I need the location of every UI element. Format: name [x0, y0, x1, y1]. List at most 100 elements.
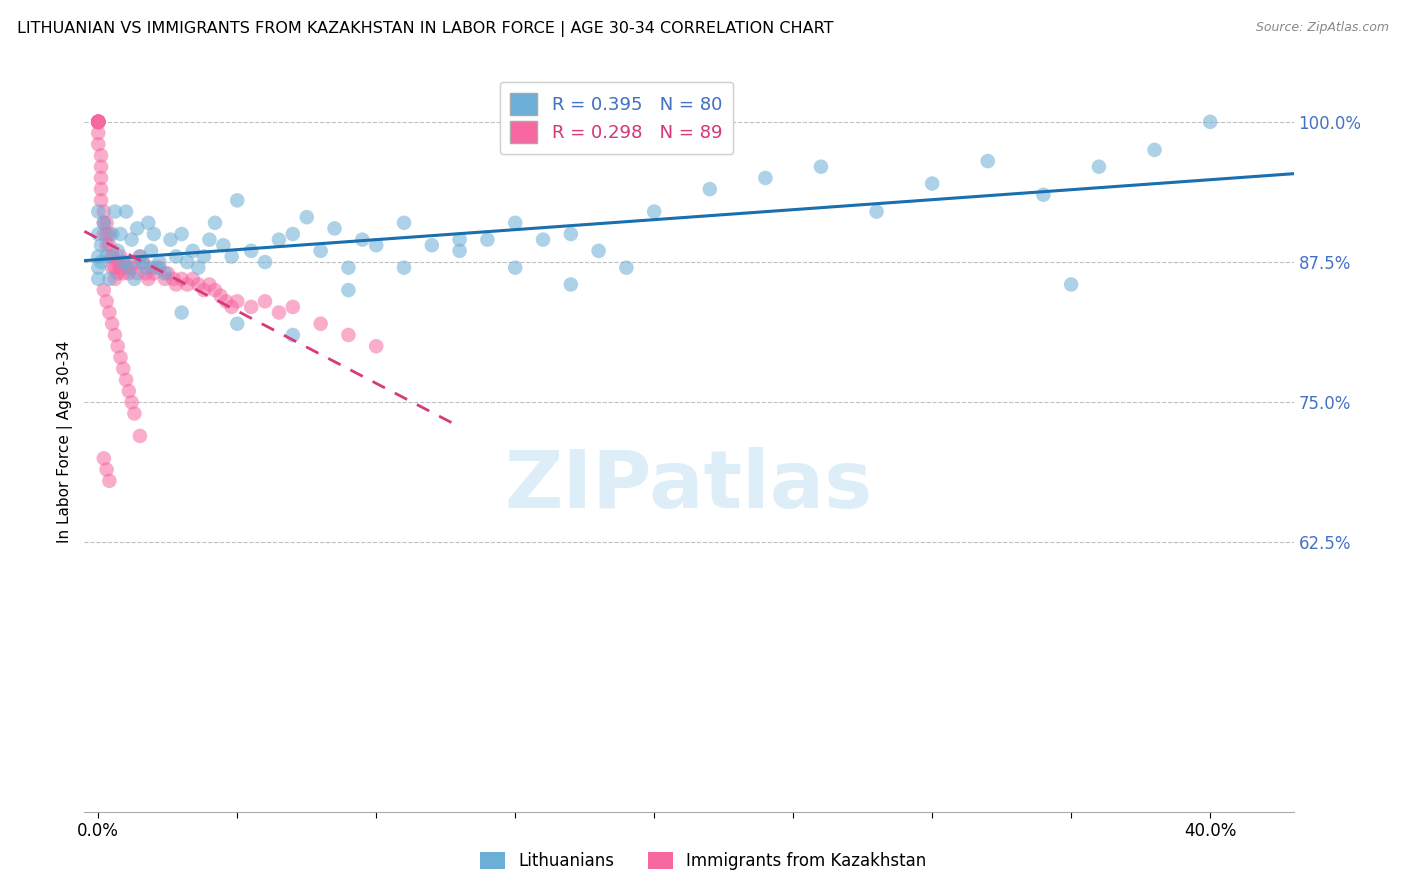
Point [107, 266, 129, 280]
Point [209, 289, 232, 303]
Point [129, 249, 152, 264]
Point [118, 260, 141, 275]
Point [93, 227, 115, 241]
Point [124, 407, 146, 421]
Point [101, 249, 124, 264]
Point [204, 283, 226, 297]
Point [136, 216, 159, 230]
Point [87, 272, 110, 286]
Point [254, 294, 277, 309]
Point [139, 244, 162, 258]
Point [104, 204, 127, 219]
Point [366, 339, 388, 353]
Point [295, 210, 318, 224]
Point [142, 227, 165, 241]
Point [96, 249, 118, 264]
Point [110, 260, 132, 275]
Point [240, 244, 263, 258]
Point [977, 154, 1000, 169]
Point [281, 300, 304, 314]
Point [110, 351, 132, 365]
Point [127, 221, 149, 235]
Point [337, 328, 360, 343]
Point [810, 160, 832, 174]
Point [96, 462, 118, 476]
Point [87, 115, 110, 129]
Point [170, 227, 193, 241]
Point [129, 249, 152, 264]
Point [503, 260, 526, 275]
Legend: R = 0.395   N = 80, R = 0.298   N = 89: R = 0.395 N = 80, R = 0.298 N = 89 [499, 82, 734, 154]
Text: Source: ZipAtlas.com: Source: ZipAtlas.com [1256, 21, 1389, 34]
Point [139, 260, 162, 275]
Text: LITHUANIAN VS IMMIGRANTS FROM KAZAKHSTAN IN LABOR FORCE | AGE 30-34 CORRELATION : LITHUANIAN VS IMMIGRANTS FROM KAZAKHSTAN… [17, 21, 834, 37]
Point [176, 255, 198, 269]
Point [240, 300, 263, 314]
Point [503, 216, 526, 230]
Point [560, 277, 582, 292]
Point [153, 272, 176, 286]
Point [267, 233, 290, 247]
Point [352, 233, 374, 247]
Point [165, 277, 187, 292]
Point [176, 277, 198, 292]
Point [115, 260, 138, 275]
Point [181, 272, 204, 286]
Point [90, 170, 112, 185]
Point [616, 260, 638, 275]
Point [127, 266, 149, 280]
Point [87, 115, 110, 129]
Point [212, 238, 235, 252]
Point [96, 216, 118, 230]
Point [337, 283, 360, 297]
Point [1060, 277, 1083, 292]
Point [588, 244, 610, 258]
Point [87, 115, 110, 129]
Point [87, 227, 110, 241]
Point [98, 272, 121, 286]
Point [420, 238, 443, 252]
Point [90, 182, 112, 196]
Point [93, 283, 115, 297]
Point [170, 272, 193, 286]
Point [90, 160, 112, 174]
Point [87, 115, 110, 129]
Point [148, 260, 170, 275]
Point [187, 277, 209, 292]
Point [112, 266, 135, 280]
Point [148, 255, 170, 269]
Point [90, 148, 112, 162]
Point [104, 272, 127, 286]
Point [132, 255, 155, 269]
Point [124, 255, 146, 269]
Point [198, 233, 221, 247]
Point [215, 294, 238, 309]
Point [104, 260, 127, 275]
Point [87, 115, 110, 129]
Point [87, 115, 110, 129]
Point [254, 255, 277, 269]
Point [226, 317, 249, 331]
Point [90, 194, 112, 208]
Point [87, 204, 110, 219]
Point [129, 429, 152, 443]
Point [115, 204, 138, 219]
Point [93, 451, 115, 466]
Point [193, 249, 215, 264]
Point [392, 216, 415, 230]
Legend: Lithuanians, Immigrants from Kazakhstan: Lithuanians, Immigrants from Kazakhstan [474, 845, 932, 877]
Point [560, 227, 582, 241]
Point [112, 361, 135, 376]
Point [392, 260, 415, 275]
Y-axis label: In Labor Force | Age 30-34: In Labor Force | Age 30-34 [58, 340, 73, 543]
Point [104, 328, 127, 343]
Point [115, 373, 138, 387]
Point [87, 137, 110, 152]
Point [136, 272, 159, 286]
Point [96, 227, 118, 241]
Point [98, 227, 121, 241]
Point [323, 221, 346, 235]
Point [181, 244, 204, 258]
Point [162, 272, 184, 286]
Point [112, 255, 135, 269]
